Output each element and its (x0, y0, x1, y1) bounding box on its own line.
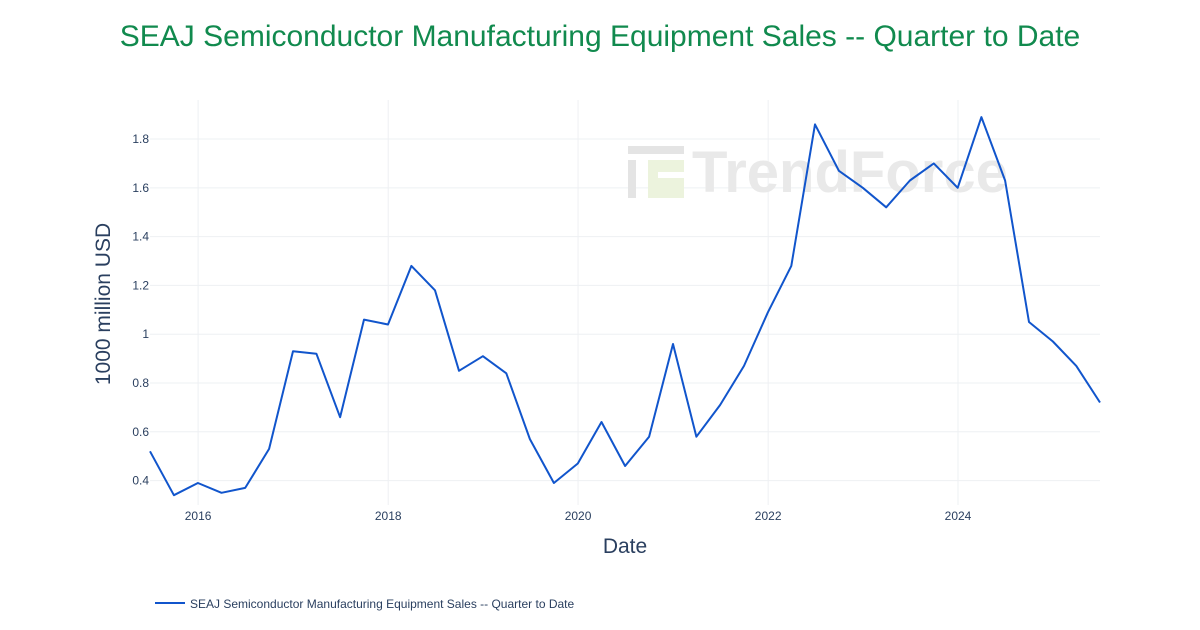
data-point[interactable] (526, 435, 534, 443)
data-point[interactable] (669, 340, 677, 348)
y-axis-title: 1000 million USD (92, 223, 115, 385)
data-point[interactable] (930, 159, 938, 167)
watermark-text: TrendForce (692, 140, 1008, 205)
x-axis-ticks: 2016 2018 2020 2022 2024 (185, 509, 972, 523)
data-point[interactable] (645, 433, 653, 441)
y-tick-label: 1.4 (132, 230, 149, 244)
x-axis-title: Date (603, 535, 647, 558)
y-tick-label: 1.8 (132, 132, 149, 146)
y-tick-label: 0.8 (132, 376, 149, 390)
data-point[interactable] (740, 362, 748, 370)
data-point[interactable] (479, 352, 487, 360)
data-point[interactable] (265, 445, 273, 453)
grid-lines (150, 100, 1100, 505)
data-point[interactable] (621, 462, 629, 470)
data-point[interactable] (574, 460, 582, 468)
data-point[interactable] (407, 262, 415, 270)
data-point[interactable] (312, 350, 320, 358)
data-point[interactable] (787, 262, 795, 270)
data-point[interactable] (906, 177, 914, 185)
trendforce-logo-icon (628, 146, 684, 198)
y-tick-label: 0.6 (132, 425, 149, 439)
x-tick-label: 2018 (375, 509, 402, 523)
data-point[interactable] (598, 418, 606, 426)
data-point[interactable] (502, 369, 510, 377)
data-point[interactable] (716, 401, 724, 409)
data-point[interactable] (882, 203, 890, 211)
chart-title: SEAJ Semiconductor Manufacturing Equipme… (119, 20, 1081, 53)
series-layer (146, 113, 1104, 499)
data-point[interactable] (170, 491, 178, 499)
legend-label: SEAJ Semiconductor Manufacturing Equipme… (190, 597, 575, 611)
data-point[interactable] (859, 184, 867, 192)
x-tick-label: 2024 (945, 509, 972, 523)
data-point[interactable] (455, 367, 463, 375)
data-point[interactable] (1049, 338, 1057, 346)
y-tick-label: 1 (142, 327, 149, 341)
data-point[interactable] (1025, 318, 1033, 326)
data-point[interactable] (360, 316, 368, 324)
x-tick-label: 2022 (755, 509, 782, 523)
legend[interactable]: SEAJ Semiconductor Manufacturing Equipme… (155, 597, 575, 611)
data-point[interactable] (218, 489, 226, 497)
data-point[interactable] (954, 184, 962, 192)
data-point[interactable] (146, 447, 154, 455)
x-tick-label: 2020 (565, 509, 592, 523)
data-point[interactable] (194, 479, 202, 487)
data-point[interactable] (1096, 399, 1104, 407)
y-axis-ticks: 0.4 0.6 0.8 1 1.2 1.4 1.6 1.8 (132, 132, 149, 488)
x-tick-label: 2016 (185, 509, 212, 523)
data-point[interactable] (977, 113, 985, 121)
data-point[interactable] (289, 347, 297, 355)
y-tick-label: 1.6 (132, 181, 149, 195)
data-point[interactable] (241, 484, 249, 492)
data-point[interactable] (1001, 177, 1009, 185)
data-point[interactable] (550, 479, 558, 487)
y-tick-label: 0.4 (132, 474, 149, 488)
y-tick-label: 1.2 (132, 278, 149, 292)
data-point[interactable] (431, 286, 439, 294)
series-line[interactable] (149, 116, 1101, 497)
data-point[interactable] (336, 413, 344, 421)
data-point[interactable] (1072, 362, 1080, 370)
data-point[interactable] (692, 433, 700, 441)
data-point[interactable] (811, 120, 819, 128)
trendforce-watermark: TrendForce (628, 140, 1008, 205)
data-point[interactable] (384, 321, 392, 329)
data-point[interactable] (764, 308, 772, 316)
data-point[interactable] (835, 167, 843, 175)
